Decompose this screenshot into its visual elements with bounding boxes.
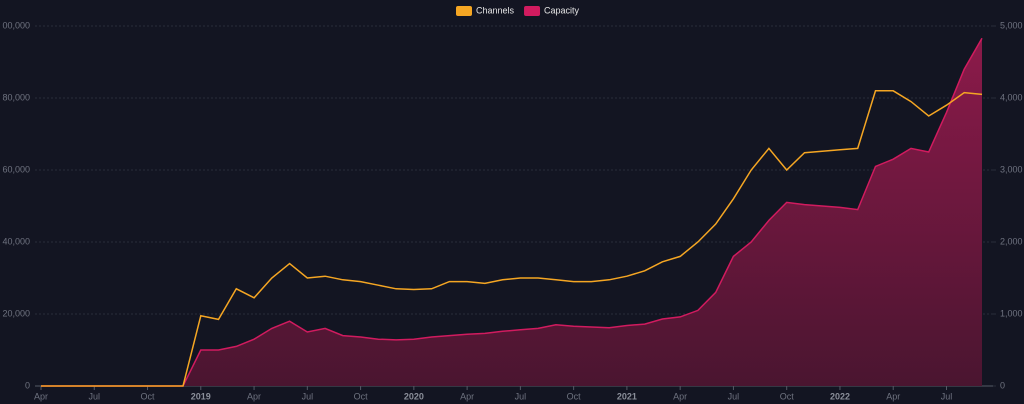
x-tick-label: Jul	[941, 391, 953, 401]
y2-tick-label: 2,000	[1000, 236, 1023, 246]
x-tick-label: Apr	[886, 391, 900, 401]
area	[41, 38, 982, 386]
y2-tick-label: 0	[1000, 380, 1005, 390]
y-tick-label: 20,000	[2, 308, 30, 318]
x-tick-label: Apr	[673, 391, 687, 401]
y-tick-label: 80,000	[2, 92, 30, 102]
x-tick-label: Jul	[515, 391, 527, 401]
y2-tick-label: 3,000	[1000, 164, 1023, 174]
x-tick-label: Oct	[780, 391, 795, 401]
y-tick-label: 00,000	[2, 20, 30, 30]
area-edge	[41, 37, 983, 387]
y2-tick-label: 4,000	[1000, 92, 1023, 102]
x-tick-label: Apr	[460, 391, 474, 401]
y-tick-label: 60,000	[2, 164, 30, 174]
x-tick-label: Jul	[89, 391, 101, 401]
y2-tick-label: 5,000	[1000, 20, 1023, 30]
x-tick-label: Apr	[34, 391, 48, 401]
y2-tick-label: 1,000	[1000, 308, 1023, 318]
y-tick-label: 40,000	[2, 236, 30, 246]
x-tick-label: Oct	[567, 391, 582, 401]
legend-swatch	[456, 6, 472, 16]
legend-label: Capacity	[544, 5, 580, 15]
x-tick-label: 2020	[404, 391, 424, 401]
x-tick-label: Oct	[141, 391, 156, 401]
x-tick-label: Jul	[728, 391, 740, 401]
x-tick-label: Jul	[302, 391, 314, 401]
x-tick-label: 2019	[191, 391, 211, 401]
x-tick-label: 2021	[617, 391, 637, 401]
x-tick-label: Oct	[354, 391, 369, 401]
x-tick-label: Apr	[247, 391, 261, 401]
x-tick-label: 2022	[830, 391, 850, 401]
legend-label: Channels	[476, 5, 515, 15]
legend-swatch	[524, 6, 541, 16]
line	[41, 90, 983, 387]
y-tick-label: 0	[25, 380, 30, 390]
